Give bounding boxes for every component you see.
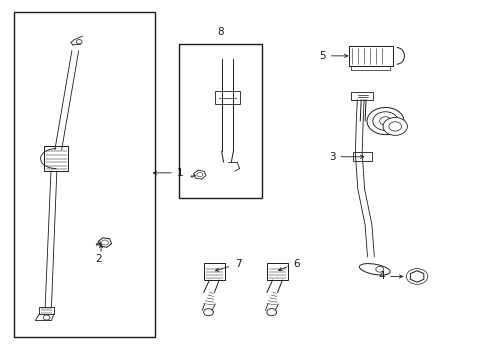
Circle shape [102, 240, 108, 245]
Text: 5: 5 [318, 51, 325, 61]
Circle shape [406, 269, 427, 284]
Text: 3: 3 [328, 152, 335, 162]
Bar [14, 12, 154, 337]
Text: 2: 2 [95, 253, 102, 264]
Circle shape [266, 309, 276, 316]
Circle shape [375, 266, 383, 272]
Text: 8: 8 [217, 27, 223, 37]
Circle shape [43, 315, 50, 320]
Circle shape [203, 309, 213, 316]
Circle shape [382, 117, 407, 135]
Bar [267, 263, 287, 280]
Bar [348, 46, 392, 66]
Circle shape [413, 274, 420, 279]
Circle shape [76, 40, 82, 44]
Bar [179, 44, 261, 198]
Text: 7: 7 [235, 259, 242, 269]
Text: 6: 6 [293, 259, 300, 269]
Bar [352, 152, 372, 161]
Bar [215, 91, 239, 104]
Text: 1: 1 [176, 168, 183, 178]
Text: 4: 4 [378, 271, 384, 282]
Circle shape [366, 108, 403, 135]
Circle shape [197, 172, 202, 177]
Ellipse shape [359, 264, 389, 275]
Bar [44, 146, 68, 171]
Circle shape [372, 112, 397, 130]
Circle shape [388, 122, 401, 131]
Circle shape [379, 117, 390, 125]
Bar [203, 263, 224, 280]
